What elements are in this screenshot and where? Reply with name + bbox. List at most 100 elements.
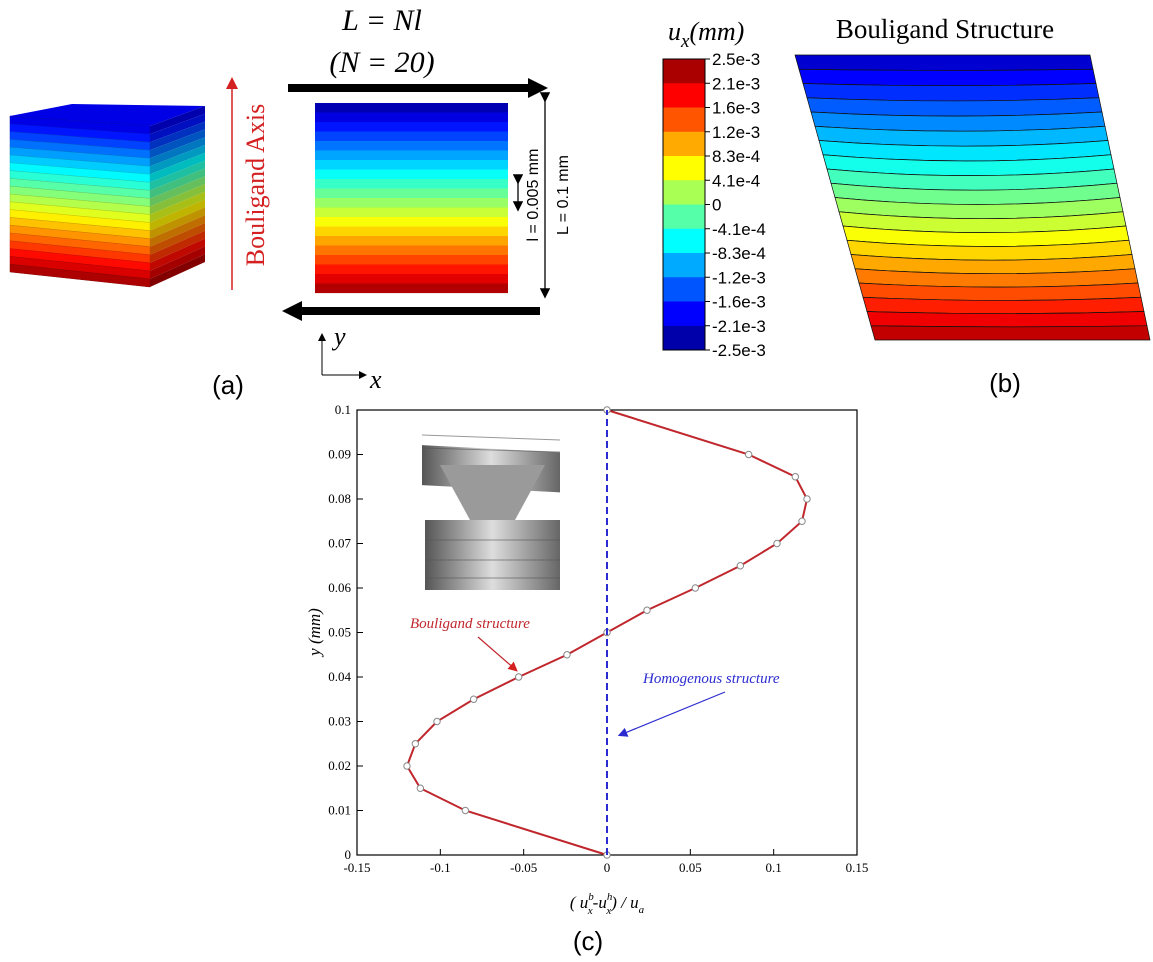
layer [315, 112, 508, 123]
x-tick-label: 0 [604, 860, 611, 875]
cube-layer [150, 145, 205, 175]
cube-layer [150, 129, 205, 159]
cube-layer [150, 191, 205, 223]
panel-title: Bouligand Structure [836, 14, 1054, 44]
point [791, 473, 800, 481]
layer [866, 311, 1148, 328]
y-tick-label: 0.03 [328, 714, 351, 729]
y-tick-label: 0.05 [328, 625, 351, 640]
colorbar-band [663, 180, 705, 205]
cube-layer [150, 176, 205, 207]
layer [315, 188, 508, 199]
cube-layer [150, 246, 205, 279]
colorbar-label: 4.1e-4 [712, 171, 760, 190]
colorbar-band [663, 204, 705, 230]
layer [798, 68, 1097, 87]
y-tick-label: 0.07 [328, 536, 351, 551]
cube-layer [150, 184, 205, 215]
x-tick-label: -0.15 [343, 860, 370, 875]
point [773, 539, 781, 548]
point [416, 784, 425, 792]
cube-layer [150, 106, 205, 135]
cube-layer [150, 230, 205, 263]
layer [870, 325, 1151, 341]
colorbar-band [663, 83, 705, 108]
y-tick-label: 0.06 [328, 580, 351, 595]
layer [315, 245, 508, 256]
layer [315, 169, 508, 180]
layered-square [315, 103, 508, 294]
colorbar-band [663, 301, 705, 327]
point [803, 495, 811, 503]
caption: (b) [989, 368, 1021, 398]
point [736, 562, 745, 570]
cube-layer [150, 199, 205, 231]
equation: L = Nl [341, 4, 422, 37]
annotation-arrow [477, 636, 518, 672]
colorbar-band [663, 156, 705, 181]
colorbar-label: -1.2e-3 [712, 268, 766, 287]
layer [315, 198, 508, 208]
x-label: x [369, 365, 382, 394]
point [469, 695, 478, 703]
colorbar-label: 8.3e-4 [712, 147, 760, 166]
x-tick-label: 0.15 [846, 860, 869, 875]
colorbar-label: -8.3e-4 [712, 244, 766, 263]
y-tick-label: 0.08 [328, 491, 351, 506]
layer [315, 122, 508, 132]
colorbar-title: ux(mm) [668, 17, 744, 52]
cube-layer [150, 152, 205, 183]
cube-top [10, 104, 205, 126]
colorbar-band [663, 59, 705, 84]
colorbar-band [663, 131, 705, 157]
cube-layer [150, 113, 205, 143]
y-tick-label: 0.01 [328, 803, 351, 818]
cube-layer [150, 238, 205, 271]
point [643, 606, 651, 614]
colorbar-band [663, 228, 705, 254]
layer [315, 217, 508, 227]
colorbar-label: 2.5e-3 [712, 50, 760, 69]
point [403, 762, 411, 770]
point [691, 584, 700, 592]
layer-thickness: l = 0.005 mm [525, 149, 542, 242]
cube-layer [150, 254, 205, 287]
point [461, 806, 470, 815]
layer [315, 274, 508, 284]
layer [315, 283, 508, 294]
point [433, 717, 441, 726]
point [411, 740, 420, 748]
cube-layer [150, 223, 205, 255]
layer [315, 141, 508, 151]
layer [315, 236, 508, 246]
colorbar-band [663, 107, 705, 133]
colorbar-label: -4.1e-4 [712, 220, 766, 239]
arrow-head [528, 78, 548, 98]
layer [315, 160, 508, 170]
count: (N = 20) [329, 46, 434, 79]
cube-layer [150, 160, 205, 191]
inset [421, 434, 561, 590]
annotation: Bouligand structure [410, 616, 530, 632]
y-tick-label: 0.1 [335, 402, 351, 417]
caption: (a) [212, 370, 244, 400]
y-label: y [331, 322, 346, 351]
point [744, 450, 753, 459]
colorbar-label: -2.1e-3 [712, 317, 766, 336]
layer [315, 103, 508, 113]
colorbar-label: 1.2e-3 [712, 123, 760, 142]
x-tick-label: -0.1 [430, 860, 451, 875]
colorbar-label: 1.6e-3 [712, 99, 760, 118]
x-tick-label: 0.05 [679, 860, 702, 875]
colorbar-band [663, 253, 705, 278]
colorbar-label: 2.1e-3 [712, 74, 760, 93]
deformed-shape [794, 54, 1151, 341]
layer [315, 207, 508, 218]
cube-layer [150, 215, 205, 247]
layer [315, 131, 508, 142]
x-axis-label: ( ub x-uh x) / ua [570, 891, 645, 917]
total-thickness: L = 0.1 mm [555, 155, 572, 235]
colorbar-band [663, 325, 705, 351]
cube-layer [150, 137, 205, 167]
